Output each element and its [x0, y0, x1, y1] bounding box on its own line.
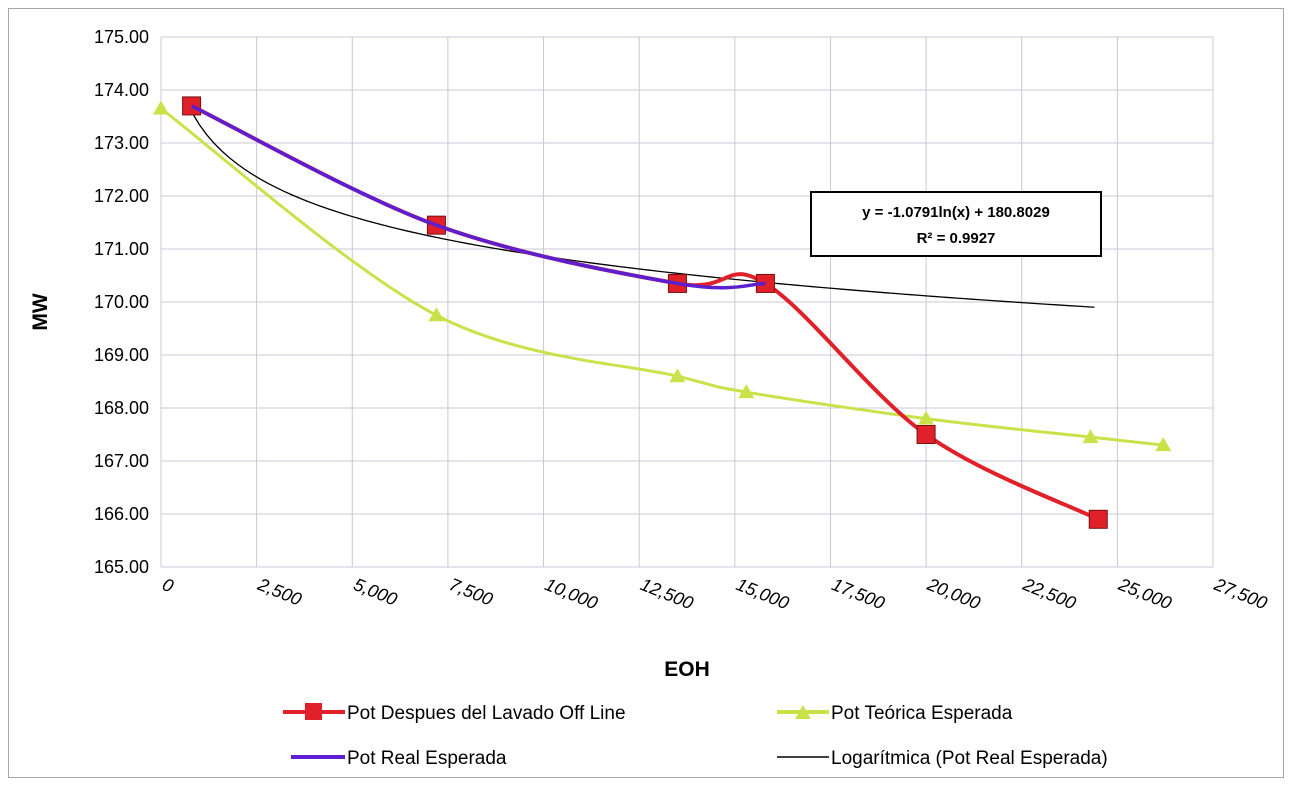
x-tick-label: 12,500	[638, 574, 697, 613]
legend: Pot Despues del Lavado Off Line Pot Teór…	[283, 703, 1108, 769]
legend-item-pot-teorica: Pot Teórica Esperada	[777, 703, 1013, 724]
equation-box: y = -1.0791ln(x) + 180.8029 R² = 0.9927	[810, 191, 1102, 257]
x-tick-label: 7,500	[446, 574, 495, 609]
legend-marker-triangle	[795, 705, 811, 719]
y-tick-label: 170.00	[94, 292, 149, 312]
series-line-logaritmica	[191, 111, 1095, 308]
y-tick-label: 169.00	[94, 345, 149, 365]
x-tick-label: 15,000	[733, 574, 792, 613]
point-pot-teorica	[153, 100, 169, 115]
legend-item-pot-despues: Pot Despues del Lavado Off Line	[283, 703, 626, 724]
y-tick-label: 168.00	[94, 398, 149, 418]
legend-label-pot-real: Pot Real Esperada	[347, 748, 507, 769]
x-tick-label: 22,500	[1019, 574, 1078, 614]
y-tick-label: 175.00	[94, 27, 149, 47]
x-tick-label: 20,000	[924, 574, 983, 614]
x-tick-label: 27,500	[1211, 574, 1270, 614]
equation-box-border	[810, 191, 1102, 257]
x-tick-label: 0	[160, 574, 177, 596]
point-pot-teorica	[1082, 429, 1099, 444]
r-squared-text: R² = 0.9927	[917, 230, 996, 247]
legend-label-logaritmica: Logarítmica (Pot Real Esperada)	[831, 748, 1108, 769]
legend-item-pot-real: Pot Real Esperada	[291, 748, 507, 769]
point-pot-teorica	[669, 368, 686, 383]
grid	[160, 36, 1214, 568]
point-pot-teorica	[428, 307, 445, 322]
x-axis-title: EOH	[664, 658, 710, 681]
legend-label-pot-teorica: Pot Teórica Esperada	[831, 703, 1013, 724]
y-tick-label: 172.00	[94, 186, 149, 206]
point-pot-despues	[916, 425, 936, 444]
x-tick-label: 5,000	[351, 574, 400, 609]
x-tick-labels: 0 2,500 5,000 7,500 10,000 12,500 15,000 17,500…	[160, 574, 1271, 614]
point-pot-teorica	[918, 410, 935, 425]
x-tick-label: 17,500	[829, 574, 888, 613]
point-pot-teorica	[738, 384, 755, 399]
y-tick-label: 166.00	[94, 504, 149, 524]
y-tick-label: 167.00	[94, 451, 149, 471]
y-tick-label: 174.00	[94, 80, 149, 100]
series-layer	[153, 96, 1172, 529]
chart: 165.00 166.00 167.00 168.00 169.00 170.00 171.…	[29, 27, 1271, 769]
legend-item-logaritmica: Logarítmica (Pot Real Esperada)	[777, 748, 1108, 769]
legend-label-pot-despues: Pot Despues del Lavado Off Line	[347, 703, 626, 724]
x-tick-label: 25,000	[1115, 574, 1174, 614]
y-tick-label: 173.00	[94, 133, 149, 153]
y-tick-labels: 165.00 166.00 167.00 168.00 169.00 170.00 171.…	[94, 27, 149, 577]
chart-frame: 165.00 166.00 167.00 168.00 169.00 170.00 171.…	[8, 8, 1284, 778]
x-tick-label: 10,000	[542, 574, 601, 613]
equation-text: y = -1.0791ln(x) + 180.8029	[862, 204, 1050, 221]
series-line-pot-teorica	[160, 107, 1164, 447]
y-tick-label: 165.00	[94, 557, 149, 577]
series-line-pot-real	[190, 104, 766, 290]
y-tick-label: 171.00	[94, 239, 149, 259]
legend-marker-square	[305, 703, 322, 720]
y-axis-title: MW	[29, 293, 52, 330]
x-tick-label: 2,500	[254, 574, 304, 610]
point-pot-despues	[1088, 509, 1108, 529]
point-pot-teorica	[1155, 437, 1172, 452]
